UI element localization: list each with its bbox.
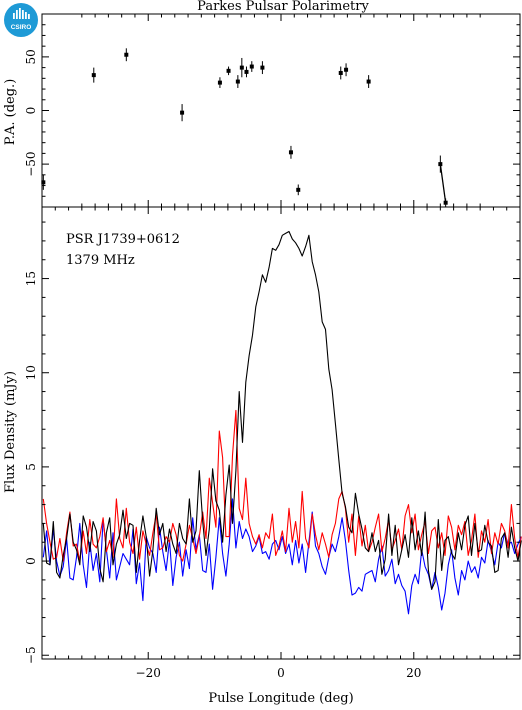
flux-panel: −20 0 20 −5 0 5 10 15 PSR J1739+0612 1379 MHz F… [3, 206, 522, 706]
flux-y-tick-label: 15 [24, 271, 38, 286]
pa-point [296, 184, 301, 196]
pa-point [239, 57, 244, 78]
pa-point [260, 61, 265, 75]
flux-series-line [42, 409, 522, 562]
flux-x-tick-label: −20 [136, 666, 161, 680]
flux-x-tick-label: 20 [406, 666, 421, 680]
flux-series-line [42, 230, 522, 590]
pa-panel: −50 0 50 P.A. (deg.) [3, 13, 521, 208]
pa-point [344, 63, 349, 77]
pa-point [244, 66, 249, 78]
pa-point [249, 61, 254, 72]
flux-frame [41, 206, 521, 660]
pa-point [338, 66, 343, 80]
pa-point [124, 48, 129, 62]
pa-point [235, 75, 240, 88]
pa-ticks: −50 0 50 [24, 14, 520, 207]
pa-y-tick-label: −50 [24, 151, 38, 176]
pa-y-tick-label: 0 [24, 107, 38, 115]
flux-y-tick-label: −5 [24, 646, 38, 664]
pa-point [91, 67, 96, 83]
pulsar-name-annotation: PSR J1739+0612 [66, 232, 180, 247]
flux-y-tick-label: 5 [24, 463, 38, 471]
flux-ylabel: Flux Density (mJy) [3, 371, 18, 493]
pa-point [41, 174, 46, 190]
pa-points [41, 48, 448, 207]
flux-xlabel: Pulse Longitude (deg) [208, 691, 353, 706]
chart-title: Parkes Pulsar Polarimetry [197, 0, 369, 14]
flux-series-line [42, 498, 522, 615]
pa-point [226, 66, 231, 76]
flux-y-tick-label: 10 [24, 365, 38, 380]
pa-point [288, 145, 293, 159]
pa-y-tick-label: 50 [24, 49, 38, 64]
pa-point [180, 104, 185, 122]
pa-point [217, 77, 222, 88]
flux-y-tick-label: 0 [24, 557, 38, 565]
pa-point [366, 75, 371, 88]
pa-frame [41, 13, 521, 208]
csiro-logo: CSIRO [4, 3, 38, 37]
frequency-annotation: 1379 MHz [66, 253, 135, 268]
logo-bars-icon [13, 8, 30, 19]
pa-ylabel: P.A. (deg.) [3, 79, 18, 146]
flux-ticks: −20 0 20 −5 0 5 10 15 [24, 207, 520, 680]
pa-swing-segment [439, 164, 447, 203]
logo-text: CSIRO [11, 24, 32, 31]
flux-x-tick-label: 0 [277, 666, 285, 680]
flux-series [42, 230, 522, 615]
